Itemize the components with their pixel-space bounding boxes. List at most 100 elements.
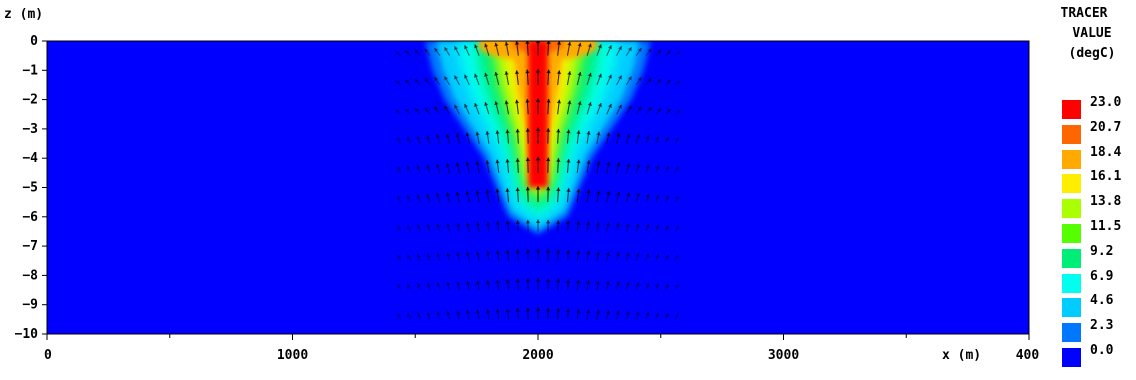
velocity-arrow — [445, 163, 451, 173]
velocity-arrow — [655, 224, 660, 232]
velocity-arrow — [635, 193, 641, 203]
x-axis-label: x (m) — [942, 348, 981, 363]
y-tick-label: 0 — [30, 34, 38, 49]
velocity-arrow — [655, 312, 660, 320]
legend-label: 0.0 — [1090, 343, 1114, 358]
velocity-arrow — [525, 157, 531, 173]
velocity-arrow — [616, 191, 621, 203]
velocity-arrow — [465, 310, 471, 320]
velocity-arrow — [436, 223, 441, 232]
velocity-arrow — [484, 43, 490, 56]
velocity-arrow — [397, 166, 402, 174]
velocity-arrow — [675, 109, 681, 115]
y-tick-label: −2 — [22, 93, 38, 108]
velocity-arrow — [546, 41, 551, 56]
velocity-arrow — [504, 71, 510, 86]
velocity-arrow — [616, 45, 622, 56]
velocity-arrow — [494, 42, 500, 56]
legend-label: 2.3 — [1090, 318, 1114, 334]
velocity-arrow — [424, 77, 431, 86]
legend-label: 16.1 — [1090, 169, 1122, 185]
velocity-arrow — [414, 107, 421, 115]
velocity-vectors — [395, 41, 681, 320]
velocity-arrow — [397, 313, 402, 320]
velocity-arrow — [664, 224, 669, 232]
velocity-arrow — [454, 104, 460, 115]
velocity-arrow — [505, 129, 510, 144]
x-tick-label: 3000 — [768, 348, 799, 363]
velocity-arrow — [555, 249, 561, 261]
velocity-arrow — [407, 312, 412, 320]
velocity-arrow — [555, 278, 561, 291]
velocity-arrow — [635, 163, 641, 174]
x-tick-label: 4000 — [1016, 348, 1040, 363]
velocity-arrow — [424, 48, 431, 56]
legend-swatch — [1062, 273, 1081, 293]
velocity-arrow — [586, 189, 591, 203]
velocity-arrow — [475, 190, 480, 203]
velocity-arrow — [455, 133, 460, 144]
velocity-arrow — [615, 252, 620, 261]
velocity-arrow — [605, 310, 611, 320]
velocity-arrow — [495, 188, 500, 203]
velocity-arrow — [674, 313, 679, 320]
velocity-arrow — [404, 108, 411, 115]
velocity-arrow — [595, 309, 601, 320]
velocity-arrow — [576, 130, 581, 144]
velocity-arrow — [606, 45, 612, 56]
velocity-arrow — [484, 101, 490, 115]
legend-swatch — [1062, 199, 1081, 219]
velocity-arrow — [575, 279, 581, 291]
velocity-arrow — [545, 219, 551, 232]
x-tick-label: 2000 — [522, 348, 553, 363]
velocity-arrow — [465, 161, 470, 173]
velocity-arrow — [474, 44, 480, 56]
velocity-arrow — [655, 194, 660, 203]
velocity-arrow — [596, 160, 601, 173]
velocity-arrow — [397, 254, 402, 261]
velocity-arrow — [566, 129, 571, 144]
velocity-arrow — [674, 137, 679, 144]
velocity-arrow — [525, 219, 531, 232]
velocity-arrow — [515, 278, 521, 291]
velocity-arrow — [545, 249, 551, 261]
velocity-arrow — [535, 68, 541, 85]
velocity-arrow — [665, 195, 670, 203]
velocity-arrow — [664, 312, 669, 320]
velocity-arrow — [635, 134, 641, 144]
legend-label: 23.0 — [1090, 95, 1122, 110]
velocity-arrow — [514, 41, 520, 56]
velocity-arrow — [474, 102, 480, 115]
velocity-arrow — [407, 254, 412, 261]
velocity-arrow — [576, 42, 582, 56]
velocity-arrow — [545, 307, 551, 320]
velocity-arrow — [444, 105, 451, 115]
axes — [42, 40, 1030, 340]
velocity-arrow — [525, 128, 531, 144]
velocity-arrow — [456, 252, 461, 261]
velocity-arrow — [416, 224, 421, 232]
velocity-arrow — [625, 311, 630, 320]
velocity-arrow — [515, 187, 520, 203]
velocity-arrow — [615, 310, 620, 320]
velocity-arrow — [494, 71, 500, 86]
velocity-arrow — [596, 44, 602, 56]
velocity-arrow — [625, 163, 631, 173]
velocity-arrow — [436, 311, 441, 320]
velocity-arrow — [606, 190, 611, 203]
velocity-arrow — [515, 220, 521, 232]
velocity-arrow — [426, 253, 431, 261]
tracer-plot: z (m) 0 −1 −2 −3 −4 −5 −6 −7 −8 −9 −10 0 1000 2000 300… — [4, 7, 1040, 363]
velocity-arrow — [625, 223, 630, 232]
legend-swatch — [1062, 298, 1081, 318]
velocity-arrow — [416, 283, 421, 291]
velocity-arrow — [546, 98, 551, 115]
velocity-arrow — [525, 278, 531, 291]
legend-swatch — [1062, 248, 1081, 268]
y-tick-label: −7 — [22, 239, 38, 254]
y-tick-label: −3 — [22, 122, 38, 137]
velocity-arrow — [586, 72, 592, 86]
velocity-arrow — [596, 131, 601, 144]
velocity-arrow — [485, 221, 491, 232]
velocity-arrow — [625, 133, 631, 144]
